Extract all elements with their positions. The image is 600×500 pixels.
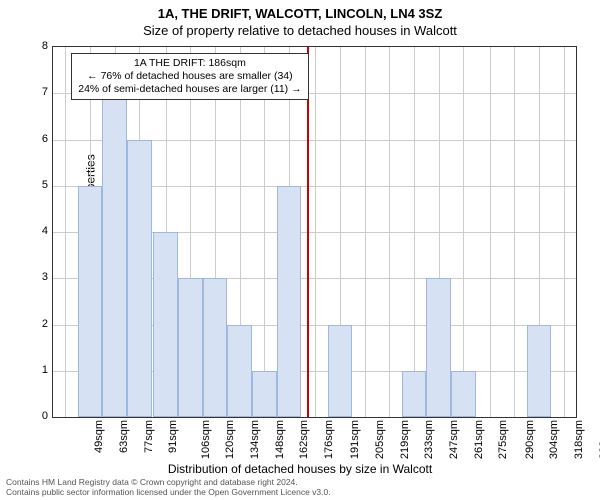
xtick-label: 148sqm [274, 420, 286, 459]
xtick-label: 120sqm [224, 420, 236, 459]
footer-attribution: Contains HM Land Registry data © Crown c… [6, 478, 331, 498]
ytick-label: 8 [28, 40, 48, 52]
ytick-label: 7 [28, 86, 48, 98]
marker-line [307, 47, 309, 417]
ytick-label: 2 [28, 318, 48, 330]
xtick-label: 205sqm [374, 420, 386, 459]
histogram-bar [527, 325, 552, 418]
chart-title: 1A, THE DRIFT, WALCOTT, LINCOLN, LN4 3SZ [0, 0, 600, 21]
annotation-line3: 24% of semi-detached houses are larger (… [78, 83, 301, 96]
annotation-line1: 1A THE DRIFT: 186sqm [78, 57, 301, 70]
histogram-bar [153, 232, 178, 417]
histogram-bar [402, 371, 427, 417]
grid-v [365, 47, 366, 417]
ytick-label: 5 [28, 179, 48, 191]
xtick-label: 304sqm [549, 420, 561, 459]
xtick-label: 176sqm [323, 420, 335, 459]
xtick-label: 106sqm [200, 420, 212, 459]
histogram-bar [252, 371, 277, 417]
ytick-label: 1 [28, 364, 48, 376]
grid-v [490, 47, 491, 417]
ytick-label: 0 [28, 410, 48, 422]
xtick-label: 247sqm [448, 420, 460, 459]
xtick-label: 275sqm [497, 420, 509, 459]
histogram-bar [178, 278, 203, 417]
xtick-label: 134sqm [249, 420, 261, 459]
xtick-label: 162sqm [298, 420, 310, 459]
xtick-label: 49sqm [93, 420, 105, 453]
xtick-label: 219sqm [399, 420, 411, 459]
annotation-line2: ← 76% of detached houses are smaller (34… [78, 70, 301, 83]
xtick-label: 63sqm [118, 420, 130, 453]
xtick-label: 191sqm [350, 420, 362, 459]
histogram-bar [451, 371, 476, 417]
footer-line2: Contains public sector information licen… [6, 488, 331, 498]
histogram-bar [102, 93, 127, 417]
ytick-label: 3 [28, 271, 48, 283]
histogram-bar [78, 186, 103, 417]
grid-v [315, 47, 316, 417]
histogram-bar [426, 278, 451, 417]
grid-v [514, 47, 515, 417]
histogram-bar [203, 278, 228, 417]
grid-v [389, 47, 390, 417]
xtick-label: 233sqm [423, 420, 435, 459]
ytick-label: 6 [28, 133, 48, 145]
xtick-label: 318sqm [573, 420, 585, 459]
histogram-bar [328, 325, 353, 418]
grid-v [463, 47, 464, 417]
chart-subtitle: Size of property relative to detached ho… [0, 21, 600, 38]
x-axis-label: Distribution of detached houses by size … [0, 462, 600, 476]
xtick-label: 290sqm [524, 420, 536, 459]
histogram-bar [277, 186, 302, 417]
ytick-label: 4 [28, 225, 48, 237]
marker-annotation: 1A THE DRIFT: 186sqm ← 76% of detached h… [71, 53, 308, 100]
grid-v [65, 47, 66, 417]
xtick-label: 261sqm [473, 420, 485, 459]
xtick-label: 77sqm [143, 420, 155, 453]
plot-area: 1A THE DRIFT: 186sqm ← 76% of detached h… [52, 46, 577, 418]
histogram-bar [127, 140, 152, 418]
grid-v [264, 47, 265, 417]
grid-v [564, 47, 565, 417]
xtick-label: 91sqm [167, 420, 179, 453]
histogram-bar [227, 325, 252, 418]
grid-v [414, 47, 415, 417]
